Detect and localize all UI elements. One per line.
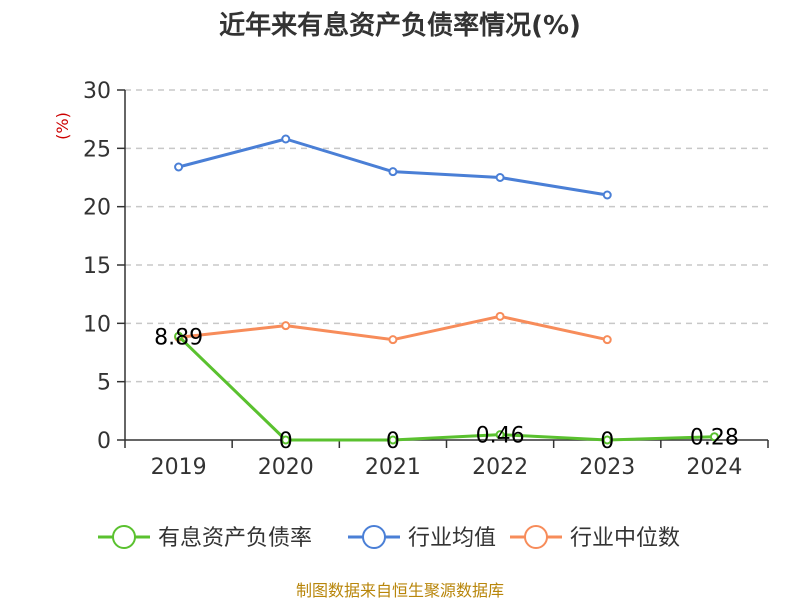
legend: 有息资产负债率 行业均值 行业中位数 bbox=[98, 525, 680, 551]
data-label: 0 bbox=[600, 429, 614, 454]
data-point bbox=[174, 162, 184, 172]
y-tick-label: 25 bbox=[83, 137, 111, 162]
data-label: 0 bbox=[279, 429, 293, 454]
x-tick-label: 2024 bbox=[686, 455, 742, 480]
legend-label: 有息资产负债率 bbox=[158, 526, 312, 551]
data-label: 0.28 bbox=[690, 426, 739, 451]
x-tick-label: 2022 bbox=[472, 455, 528, 480]
legend-marker bbox=[524, 525, 548, 549]
y-tick-label: 10 bbox=[83, 312, 111, 337]
data-point bbox=[388, 335, 398, 345]
y-tick-label: 30 bbox=[83, 79, 111, 104]
data-point bbox=[388, 167, 398, 177]
grid-layer bbox=[125, 89, 768, 383]
legend-label: 行业中位数 bbox=[570, 526, 680, 551]
data-label-layer: 8.89 0 0 0.46 0 0.28 bbox=[154, 325, 739, 454]
axis-layer: 0 5 10 15 20 25 30 2019 2020 2021 2022 2023 2024 bbox=[83, 79, 769, 480]
y-tick-label: 20 bbox=[83, 196, 111, 221]
x-tick-label: 2020 bbox=[258, 455, 314, 480]
data-label: 0 bbox=[386, 429, 400, 454]
legend-label: 行业均值 bbox=[408, 526, 496, 551]
data-point bbox=[495, 430, 505, 440]
data-point bbox=[602, 335, 612, 345]
series-line bbox=[178, 137, 608, 197]
series-layer bbox=[174, 134, 719, 445]
data-point bbox=[388, 435, 398, 445]
x-tick-label: 2021 bbox=[365, 455, 421, 480]
data-point bbox=[281, 321, 291, 331]
data-point bbox=[281, 435, 291, 445]
y-tick-label: 5 bbox=[97, 371, 111, 396]
data-point bbox=[174, 331, 184, 341]
data-point bbox=[495, 173, 505, 182]
data-point bbox=[281, 134, 291, 144]
legend-marker bbox=[362, 525, 386, 549]
data-point bbox=[495, 311, 505, 321]
series-line bbox=[177, 335, 715, 442]
chart-title: 近年来有息资产负债率情况(%) bbox=[219, 10, 581, 41]
source-note: 制图数据来自恒生聚源数据库 bbox=[296, 581, 504, 600]
data-label: 0.46 bbox=[476, 424, 525, 449]
legend-marker bbox=[112, 525, 136, 549]
y-tick-label: 0 bbox=[97, 429, 111, 454]
data-point bbox=[709, 432, 719, 442]
y-axis-unit-label: (%) bbox=[53, 112, 72, 140]
x-tick-label: 2019 bbox=[151, 455, 207, 480]
data-point bbox=[602, 435, 612, 445]
data-label: 8.89 bbox=[154, 325, 203, 350]
y-tick-label: 15 bbox=[83, 254, 111, 279]
x-tick-label: 2023 bbox=[579, 455, 635, 480]
data-point bbox=[602, 190, 612, 200]
